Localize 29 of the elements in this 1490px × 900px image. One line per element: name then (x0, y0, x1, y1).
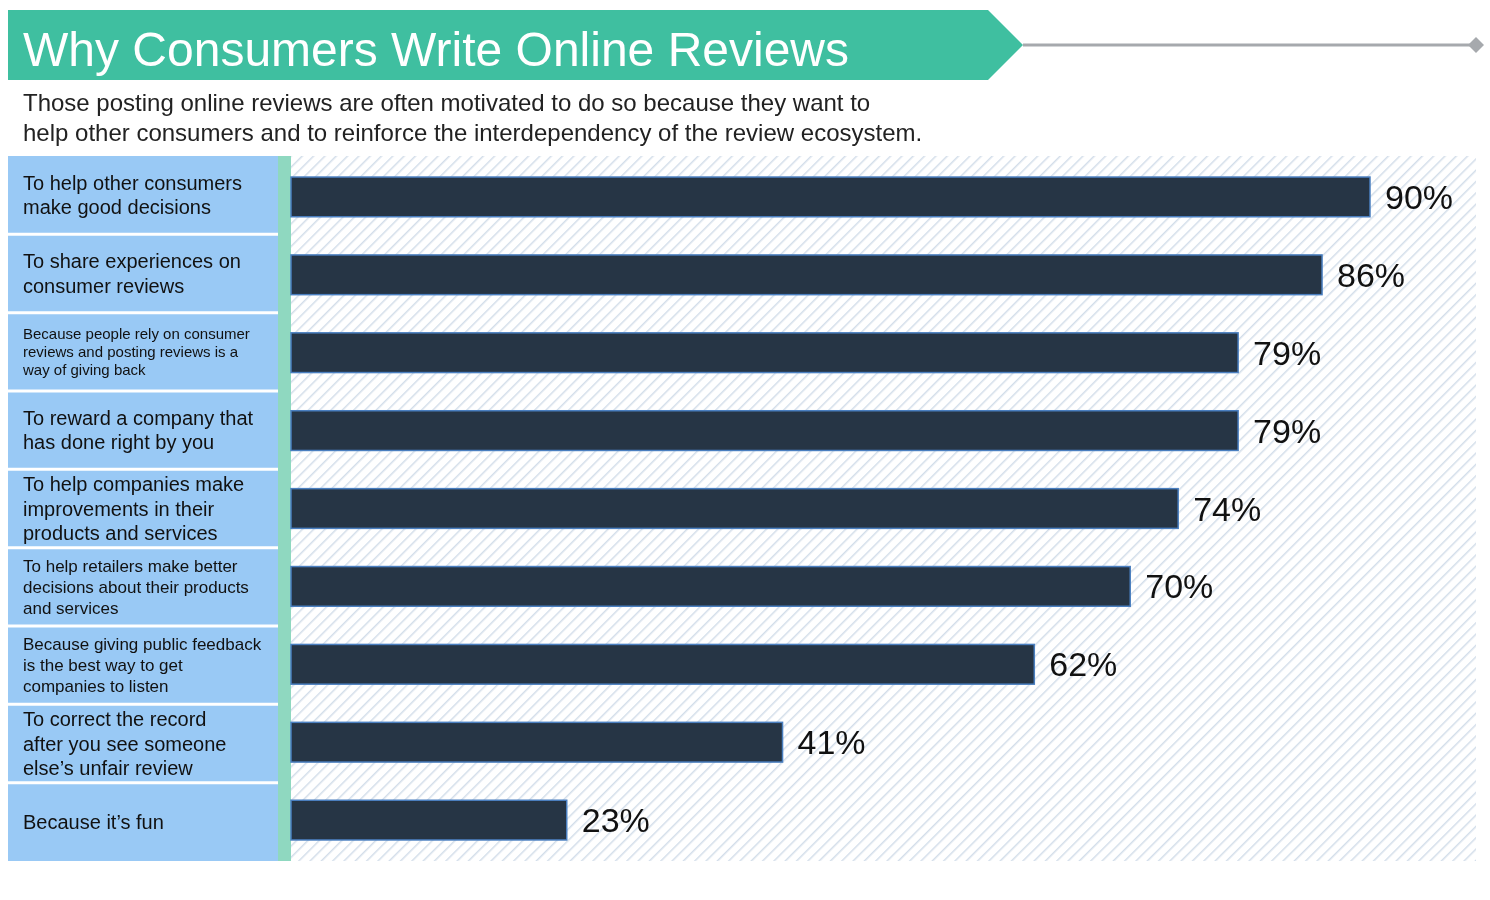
chart-subtitle: Those posting online reviews are often motivated to do so because they want to help other consumers and to reinforce the interdependency of the review ecosystem. (23, 89, 923, 146)
y-tick-label: To help other consumers make good decisions (23, 171, 243, 219)
data-label: 90% (1385, 177, 1454, 216)
chart-title: Why Consumers Write Online Reviews (23, 23, 850, 76)
data-label: 70% (1145, 567, 1214, 606)
data-label: 41% (797, 723, 866, 762)
bar (290, 643, 1036, 685)
y-tick-label: Because people rely on consumer reviews and posting reviews is a way of giving back (22, 324, 250, 379)
y-tick-label: Because it’s fun (23, 810, 164, 833)
bar (290, 487, 1179, 530)
bar (290, 565, 1131, 608)
data-label: 79% (1253, 333, 1322, 372)
data-label: 23% (581, 801, 650, 840)
bar (290, 254, 1323, 296)
y-tick-label: To share experiences on consumer reviews (23, 250, 241, 297)
y-tick-label: Because giving public feedback is the best way to get companies to listen (23, 635, 262, 696)
bar (290, 799, 568, 841)
bar (290, 409, 1239, 452)
y-tick-label: To help retailers make better decisions about their products and services (23, 557, 249, 618)
bar (290, 721, 784, 763)
y-tick-label: To correct the record after you see someone else’s unfair review (23, 708, 227, 779)
bar (290, 176, 1371, 218)
bar (290, 332, 1239, 374)
y-tick-label: To reward a company that has done right by you (23, 406, 254, 454)
data-label: 86% (1337, 255, 1406, 294)
data-label: 74% (1193, 489, 1262, 528)
data-label: 62% (1049, 645, 1118, 684)
y-tick-label: To help companies make improvements in their products and services (23, 473, 245, 544)
data-label: 79% (1253, 411, 1322, 450)
